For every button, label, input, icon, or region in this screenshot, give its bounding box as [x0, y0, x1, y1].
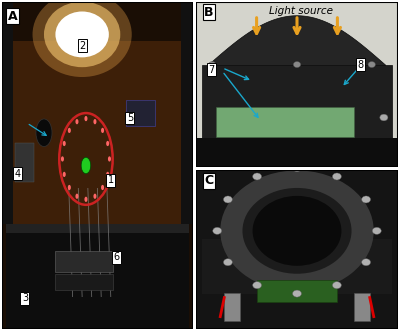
Circle shape: [224, 196, 232, 203]
Text: C: C: [204, 174, 213, 187]
Bar: [202, 66, 392, 138]
Circle shape: [332, 282, 341, 289]
Text: 5: 5: [127, 113, 133, 123]
Bar: [224, 293, 240, 321]
Text: Light source: Light source: [269, 6, 333, 16]
Circle shape: [224, 259, 232, 266]
Circle shape: [372, 227, 381, 234]
Bar: [216, 107, 354, 137]
Circle shape: [252, 196, 342, 266]
Circle shape: [213, 227, 222, 234]
Bar: [257, 280, 338, 302]
Circle shape: [81, 157, 91, 174]
Circle shape: [36, 119, 52, 147]
Bar: [2, 2, 14, 224]
Bar: [15, 143, 34, 182]
Ellipse shape: [44, 2, 120, 67]
Circle shape: [106, 141, 109, 146]
Circle shape: [63, 141, 66, 146]
Circle shape: [253, 282, 262, 289]
Bar: [14, 41, 181, 224]
Bar: [181, 2, 193, 224]
Circle shape: [208, 62, 216, 68]
Bar: [354, 293, 370, 321]
Bar: [56, 251, 113, 272]
Circle shape: [68, 128, 71, 133]
Bar: [6, 224, 189, 233]
Circle shape: [362, 259, 370, 266]
Circle shape: [108, 156, 111, 162]
Circle shape: [292, 165, 302, 171]
Circle shape: [101, 185, 104, 190]
Circle shape: [362, 196, 370, 203]
Circle shape: [220, 170, 374, 291]
Text: B: B: [204, 6, 214, 19]
Polygon shape: [208, 16, 386, 66]
Bar: [56, 274, 113, 290]
Text: 6: 6: [114, 252, 120, 262]
Circle shape: [106, 172, 109, 177]
Circle shape: [76, 119, 78, 124]
Bar: [126, 100, 155, 126]
Circle shape: [292, 290, 302, 297]
Circle shape: [332, 173, 341, 180]
Text: 3: 3: [22, 293, 28, 303]
Circle shape: [84, 197, 88, 202]
Text: 1: 1: [108, 175, 114, 185]
Circle shape: [94, 194, 96, 199]
Circle shape: [63, 172, 66, 177]
Circle shape: [293, 62, 301, 68]
Circle shape: [61, 156, 64, 162]
Circle shape: [253, 173, 262, 180]
Bar: [6, 232, 189, 329]
Ellipse shape: [32, 0, 132, 77]
Text: A: A: [8, 10, 17, 23]
Text: 8: 8: [358, 60, 364, 70]
Circle shape: [242, 188, 352, 274]
Text: 2: 2: [79, 41, 85, 51]
Bar: [202, 239, 392, 294]
Circle shape: [94, 119, 96, 124]
Circle shape: [380, 114, 388, 121]
Circle shape: [76, 194, 78, 199]
Text: 4: 4: [14, 169, 20, 179]
Text: 7: 7: [208, 65, 214, 74]
Circle shape: [368, 62, 375, 68]
Circle shape: [84, 116, 88, 121]
Circle shape: [68, 185, 71, 190]
Circle shape: [101, 128, 104, 133]
Bar: [196, 138, 398, 167]
Ellipse shape: [56, 12, 109, 57]
